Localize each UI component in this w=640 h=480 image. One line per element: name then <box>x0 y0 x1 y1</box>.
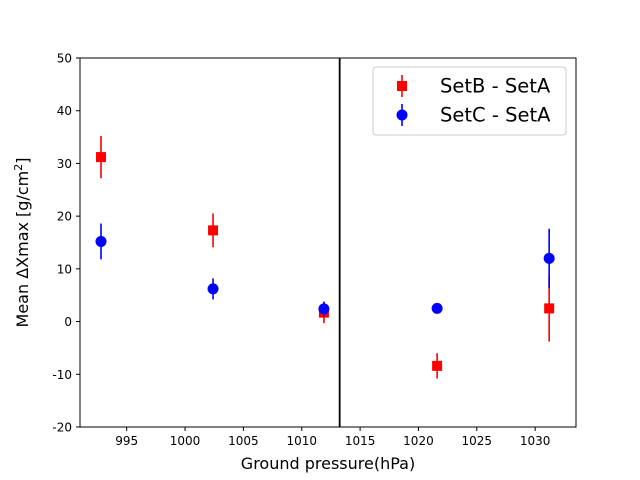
legend-box <box>372 66 567 136</box>
data-point-series-2 <box>207 283 219 295</box>
x-tick-label: 1015 <box>345 434 376 448</box>
x-tick-label: 1005 <box>228 434 259 448</box>
legend-label: SetB - SetA <box>440 75 551 98</box>
x-tick-label: 1000 <box>170 434 201 448</box>
y-tick-label: 20 <box>57 210 72 224</box>
y-tick-label: 30 <box>57 157 72 171</box>
legend-marker <box>397 81 407 91</box>
y-axis-label-prefix: Mean ΔXmax [g/cm <box>13 171 32 328</box>
data-point-series-1 <box>96 152 107 163</box>
y-tick-label: -20 <box>52 421 72 435</box>
y-tick-label: 0 <box>64 315 72 329</box>
data-point-series-2 <box>318 303 330 315</box>
data-marks-group <box>95 136 555 379</box>
x-tick-label: 995 <box>115 434 138 448</box>
x-tick-label: 1020 <box>403 434 434 448</box>
x-tick-label: 1025 <box>462 434 493 448</box>
legend-label: SetC - SetA <box>440 104 551 127</box>
data-point-series-2 <box>543 252 555 264</box>
data-point-series-1 <box>432 360 443 371</box>
data-point-series-2 <box>95 235 107 247</box>
plot-frame <box>79 57 577 428</box>
y-tick-label: -10 <box>52 368 72 382</box>
x-tick-label: 1030 <box>520 434 551 448</box>
data-point-series-1 <box>208 225 219 236</box>
y-tick-label: 50 <box>57 52 72 66</box>
x-tick-label: 1010 <box>286 434 317 448</box>
data-point-series-1 <box>544 303 555 314</box>
data-point-series-2 <box>431 302 443 314</box>
legend: SetB - SetA SetC - SetA <box>372 66 567 136</box>
y-axis-label-sup: 2 <box>12 164 25 171</box>
x-axis-label: Ground pressure(hPa) <box>241 454 415 473</box>
y-tick-label: 10 <box>57 262 72 276</box>
axis-ticks-group: 995 1000 1005 1010 1015 1020 1025 1030-20-10010… <box>52 52 550 449</box>
y-axis-label: Mean ΔXmax [g/cm2] <box>12 158 33 328</box>
y-tick-label: 40 <box>57 104 72 118</box>
legend-marker <box>396 109 408 121</box>
y-axis-label-suffix: ] <box>13 158 32 164</box>
